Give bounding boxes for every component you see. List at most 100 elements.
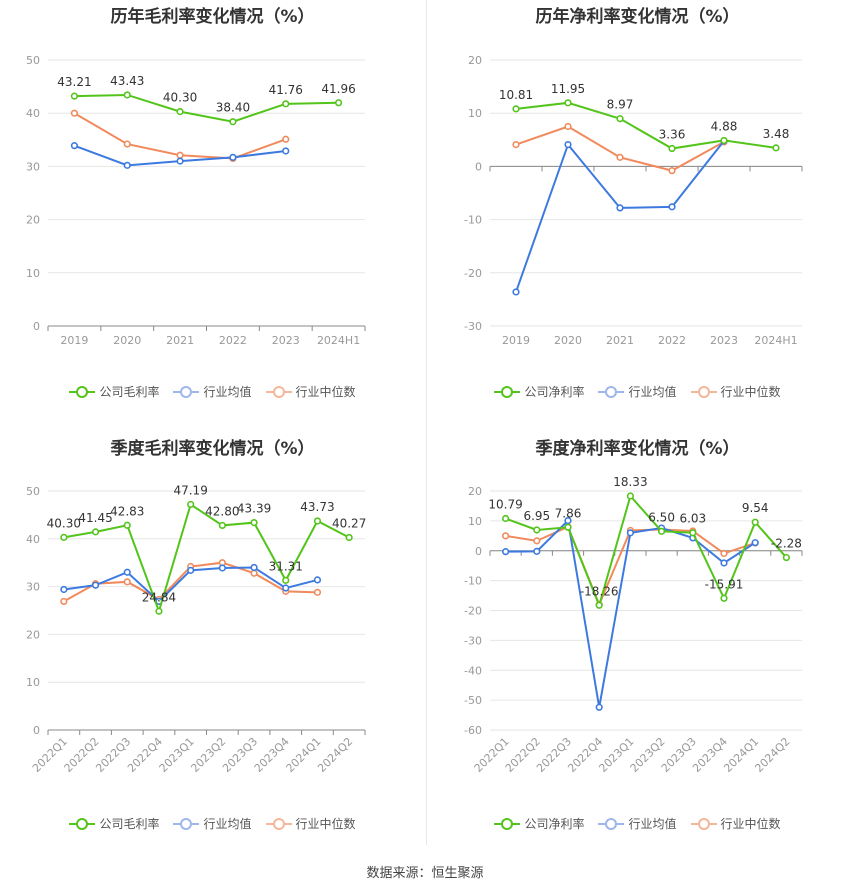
data-point-avg[interactable]: [313, 576, 322, 584]
data-point-company[interactable]: [91, 528, 100, 536]
data-point-company[interactable]: [564, 523, 572, 531]
data-point-avg[interactable]: [282, 147, 290, 155]
legend-item-avg[interactable]: 行业均值: [598, 815, 677, 832]
legend-item-median[interactable]: 行业中位数: [265, 815, 356, 832]
panel-quarterly-gross: 季度毛利率变化情况（%） 0 10 20 30 40 50 2022Q1 2022Q2 2022…: [0, 432, 425, 862]
data-point-company[interactable]: [70, 92, 79, 100]
legend-item-median[interactable]: 行业中位数: [690, 383, 781, 400]
data-point-avg[interactable]: [123, 161, 131, 169]
data-point-avg[interactable]: [668, 203, 676, 211]
data-point-median[interactable]: [668, 167, 676, 175]
data-point-company[interactable]: [250, 518, 258, 527]
data-point-company[interactable]: [772, 144, 780, 152]
data-point-median[interactable]: [616, 153, 624, 161]
data-point-avg[interactable]: [70, 142, 79, 150]
data-point-avg[interactable]: [250, 563, 258, 572]
legend-item-median[interactable]: 行业中位数: [265, 383, 356, 400]
legend-label: 行业均值: [203, 817, 252, 831]
data-point-company[interactable]: [782, 553, 791, 562]
series-line-avg: [515, 140, 725, 293]
data-point-avg[interactable]: [512, 288, 520, 296]
data-point-company[interactable]: [345, 533, 353, 542]
y-tick-label: -50: [464, 694, 482, 707]
data-point-avg[interactable]: [616, 204, 624, 212]
legend-item-avg[interactable]: 行业均值: [173, 383, 252, 400]
data-point-median[interactable]: [512, 140, 520, 149]
data-point-median[interactable]: [564, 122, 572, 131]
data-point-company[interactable]: [595, 601, 603, 609]
data-label: -2.28: [771, 537, 802, 551]
data-point-avg[interactable]: [533, 547, 541, 555]
data-point-company[interactable]: [60, 533, 68, 541]
data-point-median[interactable]: [70, 109, 79, 117]
data-point-avg[interactable]: [564, 516, 572, 525]
data-point-median[interactable]: [720, 549, 728, 558]
data-point-company[interactable]: [123, 91, 131, 99]
data-label: 7.86: [555, 506, 582, 520]
data-point-company[interactable]: [187, 500, 195, 509]
legend-item-avg[interactable]: 行业均值: [598, 383, 677, 400]
data-label: 10.81: [499, 88, 533, 102]
data-point-company[interactable]: [751, 518, 759, 526]
legend-item-company[interactable]: 公司净利率: [494, 383, 584, 400]
data-point-company[interactable]: [720, 594, 728, 602]
data-point-median[interactable]: [313, 588, 322, 596]
data-point-avg[interactable]: [501, 548, 510, 556]
data-label: 41.45: [78, 511, 112, 525]
data-label: 11.95: [551, 82, 585, 96]
data-point-company[interactable]: [658, 527, 666, 535]
data-point-avg[interactable]: [187, 566, 195, 574]
data-point-median[interactable]: [533, 537, 541, 545]
data-point-avg[interactable]: [123, 568, 131, 576]
data-label: 40.27: [332, 517, 366, 531]
data-point-company[interactable]: [626, 492, 634, 500]
data-point-avg[interactable]: [60, 585, 68, 594]
data-point-company[interactable]: [218, 521, 226, 530]
data-point-median[interactable]: [123, 140, 131, 148]
data-point-company[interactable]: [229, 118, 237, 126]
data-source-note: 数据来源：恒生聚源: [366, 866, 484, 881]
legend-label: 行业均值: [628, 385, 677, 399]
data-point-median[interactable]: [250, 569, 258, 577]
data-point-median[interactable]: [176, 151, 184, 159]
data-point-company[interactable]: [501, 514, 510, 523]
data-point-company[interactable]: [155, 607, 163, 615]
data-point-company[interactable]: [720, 136, 728, 145]
legend-label: 行业中位数: [720, 817, 781, 831]
data-point-company[interactable]: [512, 105, 520, 113]
legend-item-avg[interactable]: 行业均值: [173, 815, 252, 832]
data-point-avg[interactable]: [176, 157, 184, 165]
legend-item-company[interactable]: 公司毛利率: [69, 815, 159, 832]
data-point-company[interactable]: [313, 517, 322, 525]
data-point-avg[interactable]: [751, 539, 759, 547]
data-point-company[interactable]: [533, 526, 541, 534]
data-point-company[interactable]: [616, 115, 624, 123]
data-point-company[interactable]: [176, 108, 184, 116]
legend-item-median[interactable]: 行业中位数: [690, 815, 781, 832]
data-point-company[interactable]: [564, 99, 572, 107]
data-point-company[interactable]: [689, 529, 697, 537]
data-point-company[interactable]: [668, 144, 676, 153]
data-point-company[interactable]: [334, 99, 343, 107]
data-point-avg[interactable]: [564, 140, 572, 149]
y-tick-label: 20: [26, 628, 40, 641]
data-point-median[interactable]: [282, 135, 290, 143]
legend-item-company[interactable]: 公司毛利率: [69, 383, 159, 400]
x-tick-label: 2021: [606, 334, 634, 347]
data-point-avg[interactable]: [626, 529, 634, 537]
data-point-median[interactable]: [501, 532, 510, 540]
data-point-median[interactable]: [60, 597, 68, 606]
data-point-company[interactable]: [282, 100, 290, 108]
data-point-company[interactable]: [282, 576, 290, 584]
data-point-avg[interactable]: [720, 559, 728, 567]
data-point-avg[interactable]: [282, 584, 290, 592]
legend-item-company[interactable]: 公司净利率: [494, 815, 584, 832]
data-point-avg[interactable]: [595, 703, 603, 711]
chart-quarterly-net: -60-50-40-30-20-10010202022Q12022Q22022Q…: [464, 475, 803, 775]
data-label: 18.33: [613, 475, 647, 489]
data-point-avg[interactable]: [229, 153, 237, 161]
data-point-avg[interactable]: [91, 581, 100, 589]
data-point-avg[interactable]: [218, 564, 226, 572]
data-point-company[interactable]: [123, 521, 131, 529]
data-point-median[interactable]: [123, 578, 131, 586]
